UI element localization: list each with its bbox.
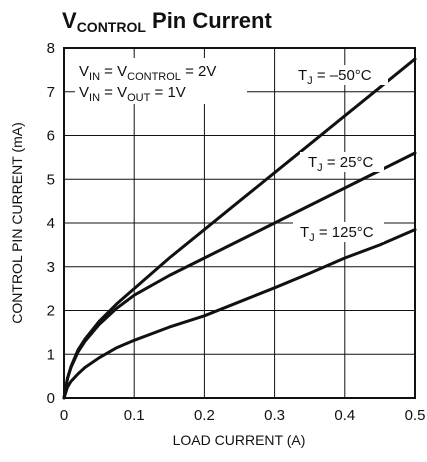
y-tick-label: 2 (47, 303, 55, 320)
y-tick-label: 7 (47, 84, 55, 101)
condition-line-2: VIN = VOUT = 1V (79, 84, 186, 104)
x-tick-label: 0 (60, 407, 68, 424)
series-line-3 (62, 228, 417, 400)
x-axis-label: LOAD CURRENT (A) (173, 432, 306, 448)
series-lines (62, 57, 417, 400)
series-labels: TJ = –50°C TJ = 25°C TJ = 125°C (283, 65, 388, 244)
y-tick-label: 6 (47, 128, 55, 145)
series-label-background-2 (300, 152, 384, 172)
condition-line-1: VIN = VCONTROL = 2V (79, 63, 216, 83)
y-tick-label: 5 (47, 171, 55, 188)
chart-title: VCONTROL Pin Current (62, 8, 272, 35)
series-label-3: TJ = 125°C (300, 224, 374, 244)
series-label-background-3 (293, 222, 384, 242)
series-label-1: TJ = –50°C (298, 67, 372, 87)
y-tick-label: 3 (47, 259, 55, 276)
series-label-2: TJ = 25°C (308, 154, 373, 174)
ticks: 0 0.1 0.2 0.3 0.4 0.5 0 1 2 3 4 5 6 7 8 (47, 40, 426, 424)
x-tick-label: 0.4 (334, 407, 355, 424)
y-tick-label: 4 (47, 215, 55, 232)
y-tick-label: 0 (47, 390, 55, 407)
plot-frame (63, 47, 416, 399)
plot-area: 0 0.1 0.2 0.3 0.4 0.5 0 1 2 3 4 5 6 7 8 (47, 40, 426, 424)
x-tick-label: 0.1 (124, 407, 145, 424)
x-tick-label: 0.3 (264, 407, 285, 424)
series-line-2 (62, 151, 417, 400)
y-tick-label: 8 (47, 40, 55, 57)
condition-box-background (75, 58, 247, 104)
series-label-background-1 (283, 65, 388, 85)
condition-box: VIN = VCONTROL = 2V VIN = VOUT = 1V (75, 58, 247, 104)
y-tick-label: 1 (47, 346, 55, 363)
y-axis-label: CONTROL PIN CURRENT (mA) (9, 122, 25, 323)
x-tick-label: 0.2 (194, 407, 215, 424)
x-tick-label: 0.5 (405, 407, 426, 424)
